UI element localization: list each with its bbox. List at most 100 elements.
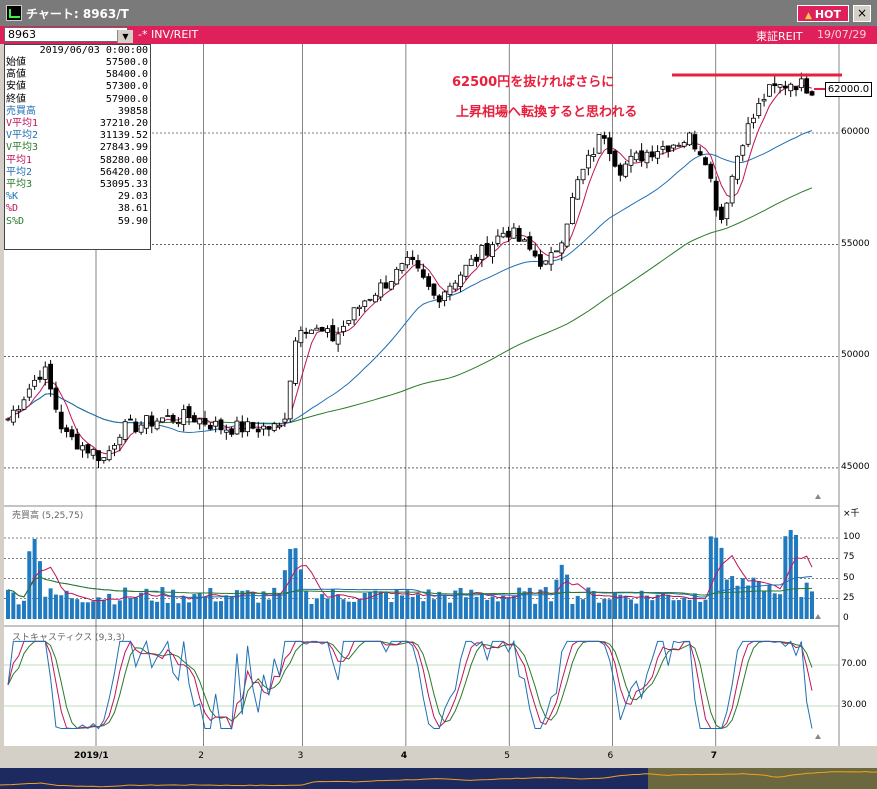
candle-body — [798, 78, 804, 89]
candle-body — [287, 380, 293, 420]
candle-body — [442, 291, 448, 301]
volume-bar — [27, 551, 32, 619]
volume-bar — [506, 597, 511, 619]
data-row: 平均2 56420.00 — [5, 167, 151, 179]
data-row: 高値 58400.0 — [5, 69, 151, 81]
volume-axis-label: 75 — [843, 552, 855, 563]
volume-bar — [107, 593, 112, 619]
volume-bar — [144, 588, 149, 619]
symbol-input[interactable]: 8963 ▼ — [4, 27, 133, 43]
volume-bar — [128, 598, 133, 619]
volume-bar — [746, 585, 751, 619]
candle-body — [782, 85, 788, 89]
candle-body — [420, 269, 426, 278]
volume-bar — [368, 591, 373, 619]
candle-body — [415, 260, 421, 269]
volume-bar — [85, 602, 90, 619]
candle-body — [633, 152, 639, 161]
volume-bar — [309, 603, 314, 619]
volume-bar — [213, 601, 218, 619]
data-row-label: 売買高 — [6, 105, 36, 117]
volume-bar — [511, 596, 516, 619]
volume-bar — [261, 591, 266, 619]
volume-bar — [362, 592, 367, 619]
candle-body — [511, 227, 517, 239]
volume-bar — [155, 601, 160, 619]
volume-bar — [794, 534, 799, 619]
candle-body — [751, 117, 756, 124]
stoch-k-line — [7, 639, 813, 730]
candle-body — [687, 132, 692, 146]
overview-thumb[interactable] — [648, 768, 877, 789]
volume-bar — [325, 598, 330, 619]
candle-body — [277, 424, 282, 428]
volume-bar — [203, 596, 208, 619]
stochastic-lines — [7, 639, 813, 731]
volume-bar — [612, 593, 617, 619]
candle-body — [756, 103, 762, 116]
candle-body — [468, 258, 474, 267]
volume-bar — [288, 548, 293, 619]
candle-body — [357, 306, 362, 310]
volume-panel-title: 売買高 (5,25,75) — [12, 511, 84, 521]
volume-bar — [687, 599, 692, 619]
candle-body — [532, 250, 538, 257]
stoch-panel-title: ストキャスティクス (9,3,3) — [12, 633, 125, 643]
volume-bar — [431, 599, 436, 619]
hot-button[interactable]: ▲ HOT — [797, 5, 849, 22]
volume-bar — [250, 592, 255, 619]
volume-bar — [208, 588, 213, 619]
volume-bar — [463, 597, 468, 619]
candle-body — [101, 457, 107, 461]
volume-bar — [400, 595, 405, 619]
data-row: 終値 57900.0 — [5, 94, 151, 106]
volume-bar — [586, 587, 591, 619]
volume-axis-label: 25 — [843, 592, 855, 603]
volume-bar — [218, 601, 223, 619]
close-button[interactable]: × — [853, 5, 871, 22]
chevron-down-icon[interactable]: ▼ — [117, 30, 133, 43]
data-row-label: 平均3 — [6, 179, 33, 190]
candle-body — [106, 450, 112, 461]
volume-bar — [730, 576, 735, 619]
candle-body — [255, 428, 261, 433]
volume-axis-label: 100 — [843, 532, 861, 542]
price-axis-label: 45000 — [841, 461, 870, 472]
candle-body — [26, 388, 32, 398]
volume-bar — [762, 590, 767, 619]
candle-body — [53, 387, 59, 410]
volume-bar — [469, 589, 474, 619]
candle-body — [165, 415, 171, 418]
candle-body — [372, 294, 378, 303]
candle-body — [144, 415, 149, 429]
scroll-up-icon[interactable] — [815, 494, 821, 499]
candle-body — [5, 418, 11, 421]
volume-bar — [671, 600, 676, 619]
scroll-up-icon[interactable] — [815, 614, 821, 619]
volume-bar — [64, 590, 69, 619]
candle-body — [223, 429, 229, 433]
volume-bar — [341, 599, 346, 619]
volume-bar — [117, 600, 122, 619]
candle-body — [58, 411, 64, 430]
volume-bar — [719, 547, 724, 619]
grid-lines — [4, 44, 839, 746]
candle-body — [591, 154, 597, 157]
title-bar[interactable]: チャート: 8963/T ▲ HOT × — [0, 0, 877, 26]
data-row-value: 58400.0 — [105, 69, 148, 81]
data-row-label: V平均3 — [6, 142, 39, 154]
data-row-label: V平均2 — [6, 130, 39, 142]
volume-bar — [682, 597, 687, 619]
volume-bar — [91, 601, 96, 619]
volume-bar — [554, 579, 559, 619]
candle-body — [490, 244, 495, 257]
candle-body — [362, 300, 368, 307]
volume-bar — [181, 596, 186, 619]
candle-body — [85, 444, 91, 454]
scroll-up-icon[interactable] — [815, 734, 821, 739]
data-row: 平均3 53095.33 — [5, 179, 151, 191]
volume-bar — [59, 595, 64, 619]
data-row-value: 56420.00 — [99, 166, 148, 178]
volume-bar — [352, 601, 357, 619]
candle-body — [484, 243, 490, 256]
